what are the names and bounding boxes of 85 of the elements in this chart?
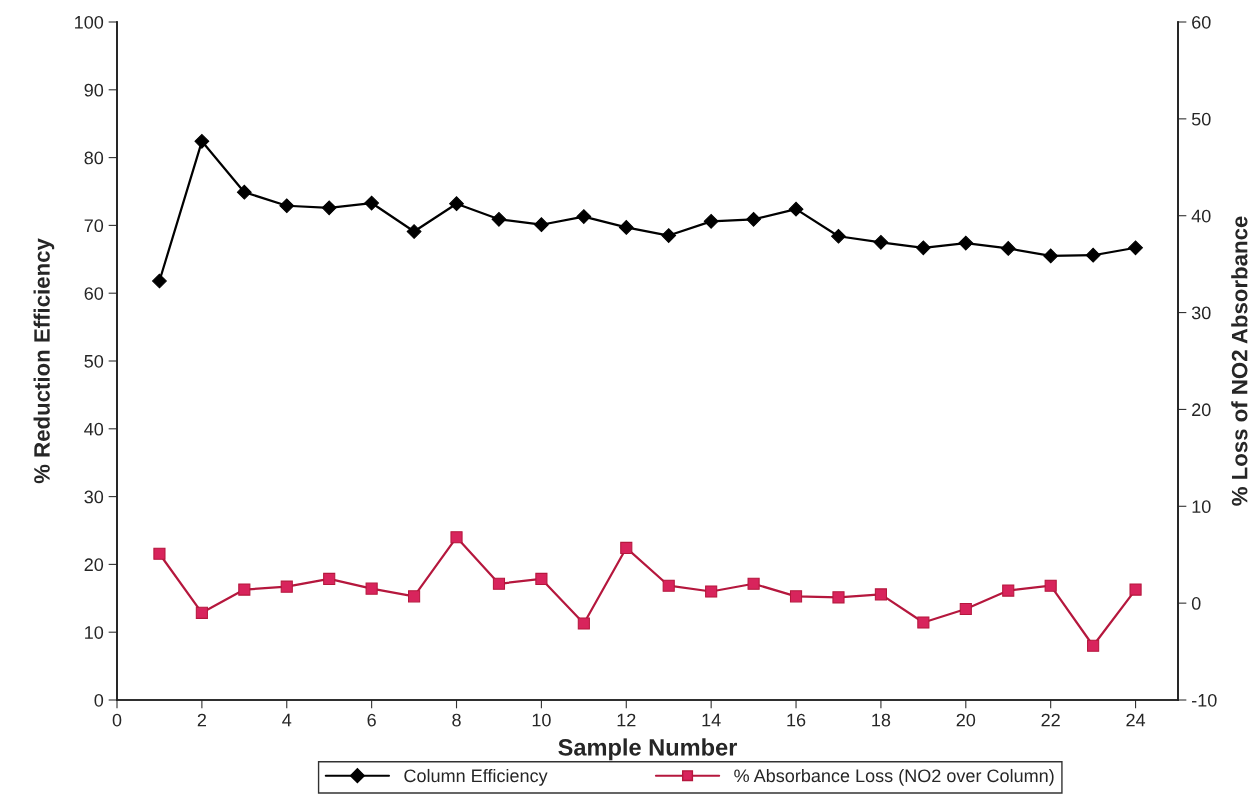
point — [323, 572, 336, 585]
point — [450, 531, 463, 544]
point — [703, 213, 719, 229]
point — [576, 209, 592, 224]
point — [236, 184, 252, 200]
y2-tick-label: -10 — [1192, 693, 1217, 707]
point — [832, 591, 845, 604]
point — [1129, 583, 1142, 596]
x-tick-label: 8 — [452, 713, 461, 727]
point — [789, 590, 803, 603]
point — [152, 273, 167, 289]
x-tick-label: 14 — [702, 713, 721, 727]
point — [1000, 241, 1016, 256]
y2-tick-label: 30 — [1191, 306, 1211, 320]
point — [280, 580, 293, 593]
point — [492, 577, 506, 590]
point — [873, 234, 889, 250]
y2-tick-label: 20 — [1192, 403, 1211, 417]
y-axis-title: % Reduction Efficiency — [33, 238, 55, 484]
y2-tick-label: 10 — [1192, 500, 1211, 514]
y-tick-label: 70 — [84, 219, 104, 233]
y-tick-label: 20 — [84, 558, 104, 572]
y-tick-label: 50 — [84, 354, 104, 368]
point — [1002, 584, 1015, 597]
y2-tick-label: 60 — [1192, 15, 1211, 29]
legend-label: Column Efficiency — [404, 768, 548, 786]
point — [1128, 240, 1143, 256]
y-tick-label: 60 — [84, 287, 104, 300]
point — [321, 200, 337, 216]
x-tick-label: 4 — [282, 713, 292, 727]
x-tick-label: 22 — [1041, 713, 1060, 727]
y2-axis-title: % Loss of NO2 Absorbance — [1231, 216, 1248, 506]
x-tick-label: 24 — [1126, 713, 1146, 727]
x-tick-label: 18 — [872, 713, 891, 727]
point — [874, 588, 887, 601]
point — [1085, 247, 1101, 263]
point — [1087, 639, 1100, 652]
point — [747, 577, 760, 590]
x-tick-label: 12 — [617, 713, 636, 727]
point — [153, 547, 166, 560]
point — [195, 606, 208, 619]
point — [917, 616, 930, 629]
point — [959, 602, 972, 616]
point — [364, 195, 380, 211]
point — [662, 579, 675, 592]
x-tick-label: 2 — [197, 713, 206, 727]
point — [449, 196, 464, 212]
y-tick-label: 40 — [84, 422, 104, 436]
point — [705, 585, 718, 598]
point — [1043, 248, 1059, 264]
legend-label: % Absorbance Loss (NO2 over Column) — [734, 768, 1054, 786]
x-tick-label: 10 — [532, 713, 551, 727]
x-tick-label: 6 — [367, 713, 376, 727]
point — [408, 590, 421, 603]
point — [620, 541, 633, 555]
y-tick-label: 80 — [84, 151, 104, 165]
point — [788, 201, 804, 217]
point — [577, 617, 590, 630]
point — [279, 198, 295, 214]
x-tick-label: 0 — [112, 713, 122, 727]
point — [491, 211, 507, 227]
y-tick-label: 30 — [84, 490, 104, 504]
x-tick-label: 20 — [956, 713, 976, 727]
y-tick-label: 100 — [75, 15, 104, 29]
x-axis-title: Sample Number — [558, 738, 738, 761]
y2-tick-label: 0 — [1191, 597, 1201, 610]
point — [661, 228, 677, 243]
point — [535, 572, 548, 585]
y2-tick-label: 40 — [1191, 209, 1211, 223]
x-tick-label: 16 — [787, 713, 806, 727]
y-tick-label: 90 — [84, 83, 104, 97]
y-tick-label: 0 — [94, 693, 104, 707]
point — [238, 583, 251, 596]
y-tick-label: 10 — [85, 626, 104, 639]
point — [958, 235, 974, 251]
point — [534, 217, 549, 233]
point — [831, 228, 846, 244]
y2-tick-label: 50 — [1191, 112, 1211, 126]
point — [194, 133, 210, 149]
point — [915, 240, 931, 256]
point — [406, 224, 422, 239]
point — [618, 220, 634, 235]
point — [1044, 579, 1057, 592]
point — [365, 582, 378, 595]
point — [746, 211, 761, 227]
